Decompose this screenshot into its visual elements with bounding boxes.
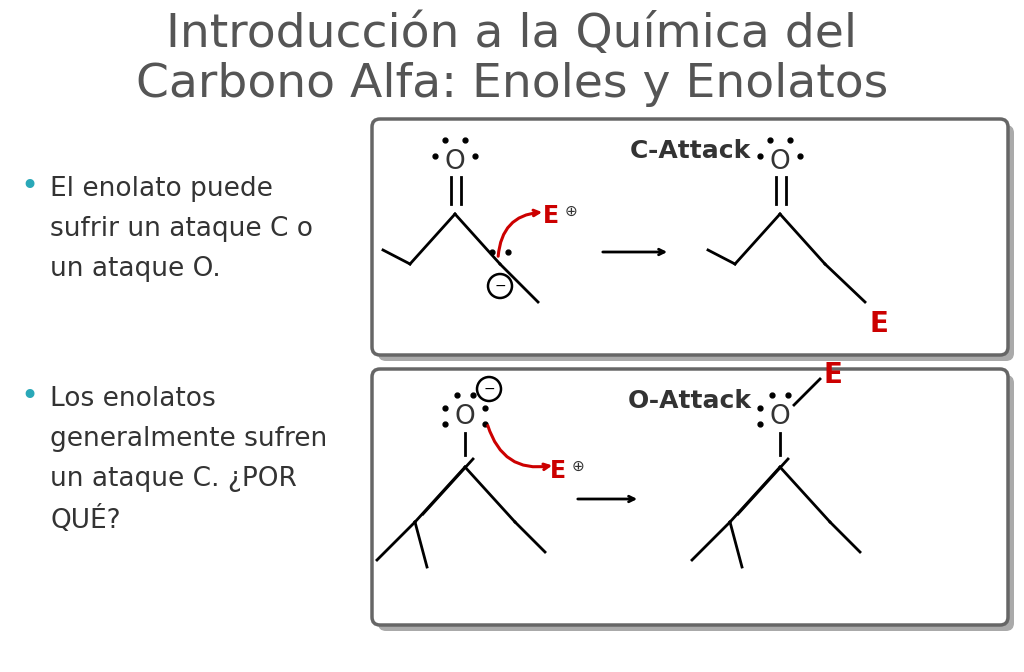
Text: E: E — [869, 310, 888, 338]
Text: un ataque C. ¿POR: un ataque C. ¿POR — [50, 466, 297, 492]
Text: •: • — [20, 172, 38, 201]
Text: −: − — [483, 382, 495, 396]
FancyBboxPatch shape — [372, 119, 1008, 355]
Text: Introducción a la Química del: Introducción a la Química del — [167, 12, 857, 57]
Text: El enolato puede: El enolato puede — [50, 176, 272, 202]
FancyBboxPatch shape — [378, 125, 1014, 361]
FancyBboxPatch shape — [372, 369, 1008, 625]
Text: O-Attack: O-Attack — [628, 389, 752, 413]
Text: O: O — [770, 149, 791, 175]
Text: Carbono Alfa: Enoles y Enolatos: Carbono Alfa: Enoles y Enolatos — [136, 62, 888, 107]
Text: ⊕: ⊕ — [565, 204, 578, 219]
Text: E: E — [550, 459, 566, 483]
Text: QUÉ?: QUÉ? — [50, 506, 121, 534]
Text: C-Attack: C-Attack — [630, 139, 751, 163]
Text: ⊕: ⊕ — [572, 459, 585, 474]
Text: sufrir un ataque C o: sufrir un ataque C o — [50, 216, 313, 242]
FancyBboxPatch shape — [378, 375, 1014, 631]
Text: generalmente sufren: generalmente sufren — [50, 426, 328, 452]
Text: O: O — [770, 404, 791, 430]
Text: Los enolatos: Los enolatos — [50, 386, 216, 412]
Text: O: O — [444, 149, 465, 175]
Text: •: • — [20, 382, 38, 411]
Text: O: O — [455, 404, 475, 430]
Text: un ataque O.: un ataque O. — [50, 256, 221, 282]
Text: −: − — [495, 279, 506, 293]
Text: E: E — [823, 361, 842, 389]
Text: E: E — [543, 204, 559, 228]
